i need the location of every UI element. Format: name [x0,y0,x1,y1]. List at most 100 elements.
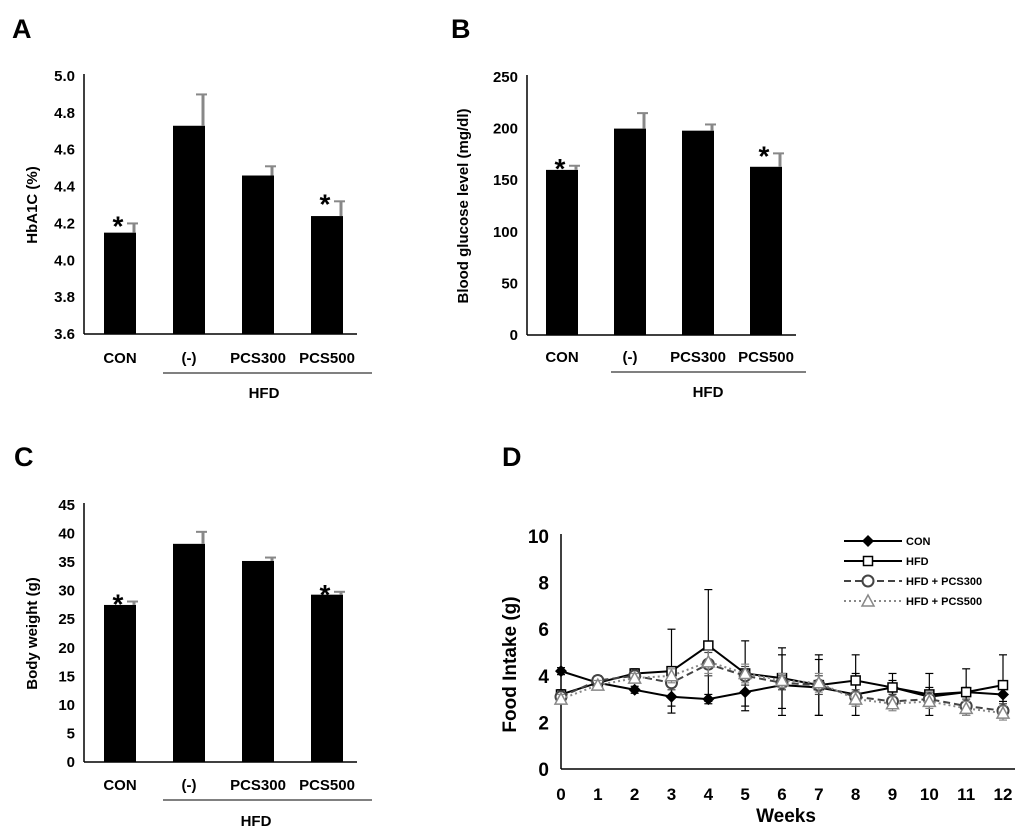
y-tick-label: 10 [58,697,75,714]
category-label: CON [103,777,136,794]
y-axis-label: Blood glucose level (mg/dl) [455,108,472,303]
panel-letter-d: D [502,442,522,472]
category-label: (-) [623,349,638,366]
y-tick-label: 3.8 [54,289,75,306]
x-tick-label: 11 [957,785,975,804]
data-point [997,679,1009,691]
y-tick-label: 45 [58,497,75,514]
x-tick-label: 5 [740,785,749,804]
legend-label: CON [906,536,931,548]
category-label: PCS500 [299,350,355,367]
y-tick-label: 200 [493,121,518,138]
data-point [885,696,900,710]
y-tick-label: 250 [493,69,518,86]
y-tick-label: 0 [510,327,518,344]
y-tick-label: 4.8 [54,105,75,122]
bar [104,604,136,762]
legend-item: CON [844,535,931,548]
group-label: HFD [693,384,724,401]
legend-label: HFD + PCS300 [906,576,982,588]
legend-label: HFD + PCS500 [906,596,982,608]
x-tick-label: 9 [888,785,897,804]
bar [546,169,578,335]
group-label: HFD [249,385,280,402]
legend-item: HFD + PCS500 [844,593,982,608]
chart-panel-b: 0 50 100 150 200 250 Blood glucose level (mg/d… [455,69,806,401]
category-label: CON [545,349,578,366]
y-tick-label: 0 [67,754,75,771]
data-point [848,691,863,705]
bar [682,130,714,335]
data-point [703,640,714,651]
data-point [774,672,790,687]
bar [242,560,274,762]
group-label: HFD [241,813,272,830]
y-tick-label: 4 [538,667,549,688]
data-point [887,682,898,693]
data-point [737,665,753,680]
x-tick-label: 3 [667,785,676,804]
x-tick-label: 7 [814,785,823,804]
significance-marker: * [113,589,124,620]
significance-marker: * [759,140,770,171]
data-point [701,654,716,668]
significance-marker: * [320,188,331,219]
category-label: PCS300 [230,777,286,794]
category-label: PCS300 [670,349,726,366]
y-tick-label: 2 [538,713,549,734]
data-point [861,574,875,588]
y-tick-label: 4.6 [54,142,75,159]
category-label: PCS300 [230,350,286,367]
data-point [590,677,606,691]
data-point [995,705,1011,719]
y-tick-label: 4.0 [54,252,75,269]
y-tick-label: 30 [58,583,75,600]
data-point [862,555,874,567]
panel-letter-a: A [12,14,32,44]
y-tick-label: 4.2 [54,215,75,232]
series-hfd-pcs500 [553,649,1011,721]
bar [242,175,274,334]
y-axis-label: HbA1C (%) [24,166,41,244]
data-point [850,675,861,686]
x-tick-label: 6 [777,785,786,804]
data-point [553,691,569,705]
bar [614,128,646,335]
data-point [958,700,974,715]
y-tick-label: 10 [528,527,549,548]
category-label: (-) [182,777,197,794]
y-tick-label: 35 [58,554,75,571]
data-point [860,593,876,607]
significance-marker: * [555,153,566,184]
legend-item: HFD [844,555,929,568]
chart-panel-a: 3.6 3.8 4.0 4.2 4.4 4.6 4.8 5.0 HbA1C (%) * CON (-)… [24,68,372,402]
data-point [627,670,642,684]
y-tick-label: 15 [58,668,75,685]
x-tick-label: 10 [920,785,939,804]
y-tick-label: 100 [493,224,518,241]
data-point [628,683,641,696]
chart-panel-c: 0 5 10 15 20 25 30 35 40 45 Body weight (g) * CON (-)… [24,497,372,830]
bar [173,543,205,762]
y-axis-label: Body weight (g) [24,577,41,690]
panel-letter-b: B [451,14,471,44]
bar [311,216,343,334]
y-tick-label: 3.6 [54,326,75,343]
x-tick-label: 8 [851,785,860,804]
y-tick-label: 5 [67,725,75,742]
x-tick-label: 2 [630,785,639,804]
y-tick-label: 20 [58,640,75,657]
category-label: CON [103,350,136,367]
y-tick-label: 5.0 [54,68,75,85]
bar [173,125,205,334]
category-label: (-) [182,350,197,367]
series-hfd [555,588,1009,717]
panel-letter-c: C [14,442,34,472]
y-tick-label: 50 [501,275,518,292]
y-tick-label: 6 [538,620,549,641]
bar [750,166,782,335]
bar [104,232,136,334]
y-tick-label: 8 [538,574,549,595]
y-tick-label: 4.4 [54,179,76,196]
